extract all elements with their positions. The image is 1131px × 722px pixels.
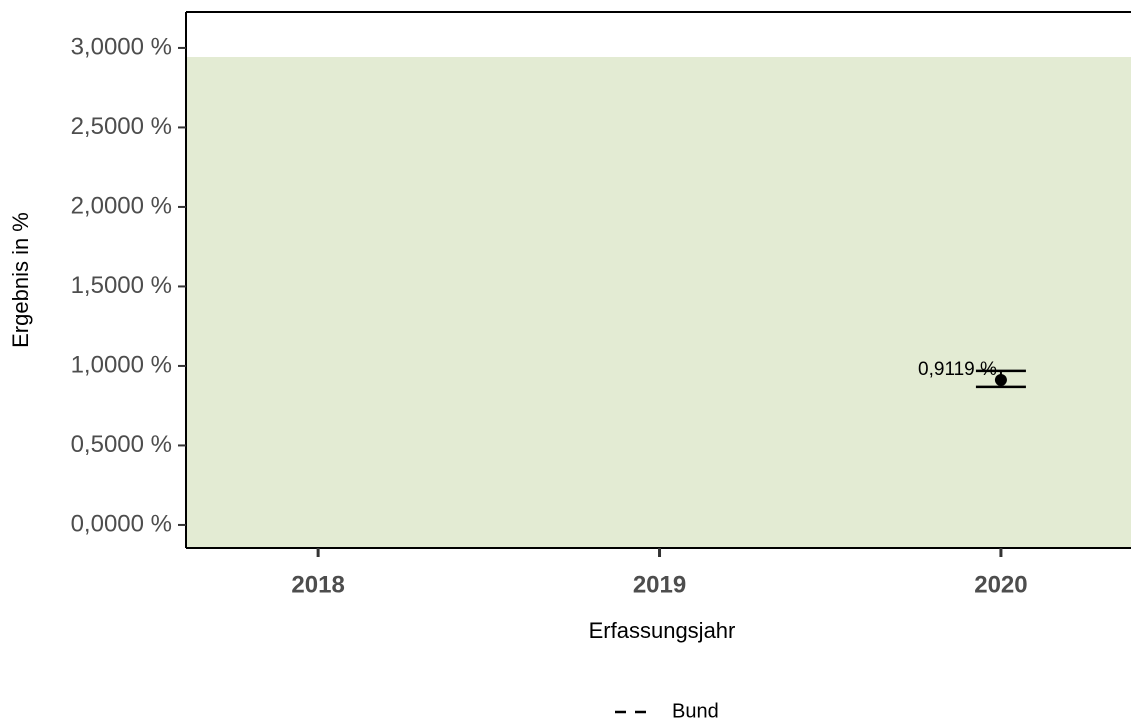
y-tick-label: 2,5000 % <box>71 113 172 140</box>
x-tick-label: 2019 <box>633 571 686 598</box>
y-tick-label: 0,5000 % <box>71 431 172 458</box>
point <box>994 373 1007 386</box>
legend-label: Bund <box>672 700 719 722</box>
x-tick-label: 2020 <box>974 571 1027 598</box>
y-tick-label: 0,0000 % <box>71 510 172 537</box>
reference-band <box>186 56 1131 548</box>
y-tick-label: 2,0000 % <box>71 192 172 219</box>
x-axis-title: Erfassungsjahr <box>589 618 736 643</box>
y-tick-label: 1,5000 % <box>71 272 172 299</box>
y-axis-title: Ergebnis in % <box>8 212 33 348</box>
value-label: 0,9119 % <box>918 359 997 380</box>
y-tick-label: 3,0000 % <box>71 33 172 60</box>
x-tick-label: 2018 <box>291 571 344 598</box>
y-tick-label: 1,0000 % <box>71 351 172 378</box>
